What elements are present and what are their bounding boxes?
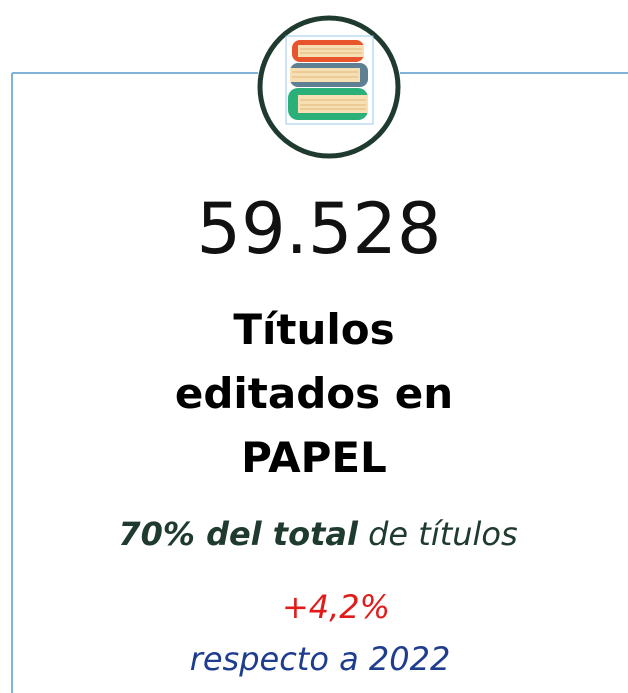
stat-value: 59.528 <box>196 188 442 270</box>
stat-label: Títulos <box>233 305 395 354</box>
share-strong: 70% del total <box>118 515 358 553</box>
books-icon <box>285 35 374 125</box>
change-value: +4,2% <box>281 588 391 626</box>
share-line: 70% del total de títulos <box>4 515 628 553</box>
share-rest: de títulos <box>368 515 518 553</box>
stat-label: PAPEL <box>241 433 387 482</box>
stat-label: editados en <box>174 369 454 418</box>
change-note: respecto a 2022 <box>189 640 451 678</box>
